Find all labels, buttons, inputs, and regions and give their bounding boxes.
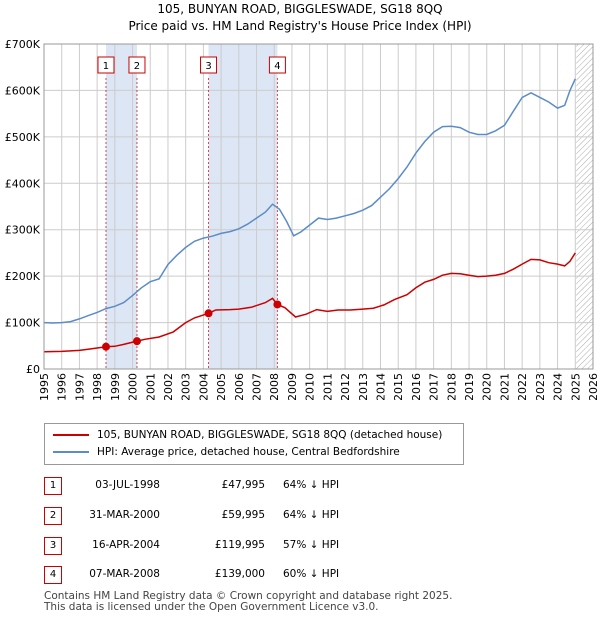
x-tick-label: 2019 bbox=[463, 373, 476, 400]
sale-label: 1 bbox=[103, 61, 109, 72]
x-tick-label: 2020 bbox=[481, 373, 494, 400]
x-tick-label: 1999 bbox=[109, 373, 122, 400]
sale-label-box bbox=[200, 56, 218, 74]
sale-label-box bbox=[97, 56, 115, 74]
sale-hpi-diff: 64% ↓ HPI bbox=[283, 509, 340, 521]
sale-hpi-diff: 60% ↓ HPI bbox=[283, 568, 340, 580]
x-tick-label: 2014 bbox=[374, 373, 387, 400]
x-tick-label: 2007 bbox=[251, 373, 264, 400]
y-tick-label: £600K bbox=[5, 84, 41, 97]
plot-frame bbox=[43, 43, 594, 370]
x-tick-label: 2022 bbox=[516, 373, 529, 400]
x-tick-label: 2013 bbox=[357, 373, 370, 400]
x-tick-label: 2009 bbox=[286, 373, 299, 400]
x-tick-label: 1996 bbox=[56, 373, 69, 400]
sale-date: 16-APR-2004 bbox=[92, 539, 160, 551]
shaded-period bbox=[208, 44, 278, 369]
y-tick-label: £0 bbox=[26, 363, 40, 376]
sale-hpi-diff: 64% ↓ HPI bbox=[283, 479, 340, 491]
price-chart: 1 2 3 4 £0 £100K £200K £300K £400K £500K £600K £700… bbox=[5, 38, 600, 400]
x-tick-label: 2001 bbox=[144, 373, 157, 400]
x-tick-label: 2004 bbox=[197, 373, 210, 400]
sale-label-box bbox=[268, 56, 286, 74]
x-tick-label: 2026 bbox=[587, 373, 600, 400]
sale-price: £119,995 bbox=[214, 539, 265, 551]
table-row: 4 07-MAR-2008 £139,000 60% ↓ HPI bbox=[0, 564, 600, 586]
y-tick-label: £200K bbox=[5, 270, 41, 283]
sale-label: 3 bbox=[205, 61, 211, 72]
x-tick-label: 2025 bbox=[569, 373, 582, 400]
sale-price: £47,995 bbox=[221, 479, 265, 491]
hpi-line bbox=[43, 78, 576, 324]
x-tick-label: 2023 bbox=[534, 373, 547, 400]
sale-date: 03-JUL-1998 bbox=[95, 479, 160, 491]
sale-date: 31-MAR-2000 bbox=[89, 509, 160, 521]
x-tick-label: 1997 bbox=[73, 373, 86, 400]
sale-date: 07-MAR-2008 bbox=[89, 568, 160, 580]
sale-label: 2 bbox=[134, 61, 140, 72]
x-tick-label: 2018 bbox=[445, 373, 458, 400]
shaded-period bbox=[105, 44, 137, 369]
sale-label-box bbox=[128, 56, 146, 74]
sale-label: 4 bbox=[274, 61, 280, 72]
table-row: 1 03-JUL-1998 £47,995 64% ↓ HPI bbox=[0, 475, 600, 497]
property-price-line bbox=[43, 252, 576, 353]
x-tick-label: 2015 bbox=[392, 373, 405, 400]
table-row: 3 16-APR-2004 £119,995 57% ↓ HPI bbox=[0, 535, 600, 557]
x-tick-label: 2012 bbox=[339, 373, 352, 400]
x-tick-label: 2021 bbox=[498, 373, 511, 400]
y-tick-label: £400K bbox=[5, 177, 41, 190]
x-tick-label: 2011 bbox=[321, 373, 334, 400]
x-tick-label: 2006 bbox=[233, 373, 246, 400]
x-tick-label: 2017 bbox=[428, 373, 441, 400]
sale-price: £59,995 bbox=[221, 509, 265, 521]
sale-number-badge: 1 bbox=[44, 477, 62, 495]
legend-line-hpi bbox=[53, 451, 89, 453]
sale-point bbox=[273, 300, 282, 309]
x-tick-label: 2024 bbox=[552, 373, 565, 400]
x-tick-label: 2002 bbox=[162, 373, 175, 400]
forecast-region bbox=[576, 44, 593, 369]
y-tick-label: £500K bbox=[5, 131, 41, 144]
x-tick-label: 2003 bbox=[180, 373, 193, 400]
footer-copyright: Contains HM Land Registry data © Crown c… bbox=[44, 590, 453, 602]
y-tick-label: £100K bbox=[5, 317, 41, 330]
legend: 105, BUNYAN ROAD, BIGGLESWADE, SG18 8QQ … bbox=[44, 423, 464, 465]
y-tick-label: £700K bbox=[5, 38, 41, 51]
sale-point bbox=[204, 309, 213, 318]
sale-price: £139,000 bbox=[214, 568, 265, 580]
chart-subtitle: Price paid vs. HM Land Registry's House … bbox=[128, 19, 472, 33]
x-tick-label: 2016 bbox=[410, 373, 423, 400]
x-tick-label: 1998 bbox=[91, 373, 104, 400]
footer-licence: This data is licensed under the Open Gov… bbox=[44, 601, 379, 613]
x-tick-label: 2010 bbox=[304, 373, 317, 400]
sale-point bbox=[101, 342, 110, 351]
legend-label-hpi: HPI: Average price, detached house, Cent… bbox=[97, 446, 400, 458]
sale-hpi-diff: 57% ↓ HPI bbox=[283, 539, 340, 551]
x-tick-label: 2005 bbox=[215, 373, 228, 400]
y-tick-label: £300K bbox=[5, 224, 41, 237]
x-tick-label: 2000 bbox=[127, 373, 140, 400]
legend-label-property: 105, BUNYAN ROAD, BIGGLESWADE, SG18 8QQ … bbox=[97, 429, 443, 441]
sale-number-badge: 2 bbox=[44, 507, 62, 525]
sale-number-badge: 3 bbox=[44, 537, 62, 555]
x-tick-label: 1995 bbox=[38, 373, 51, 400]
legend-line-property bbox=[53, 434, 89, 436]
x-tick-label: 2008 bbox=[268, 373, 281, 400]
chart-title: 105, BUNYAN ROAD, BIGGLESWADE, SG18 8QQ bbox=[157, 2, 443, 16]
sale-number-badge: 4 bbox=[44, 566, 62, 584]
footer: Contains HM Land Registry data © Crown c… bbox=[44, 591, 452, 613]
table-row: 2 31-MAR-2000 £59,995 64% ↓ HPI bbox=[0, 505, 600, 527]
sale-point bbox=[132, 337, 141, 346]
